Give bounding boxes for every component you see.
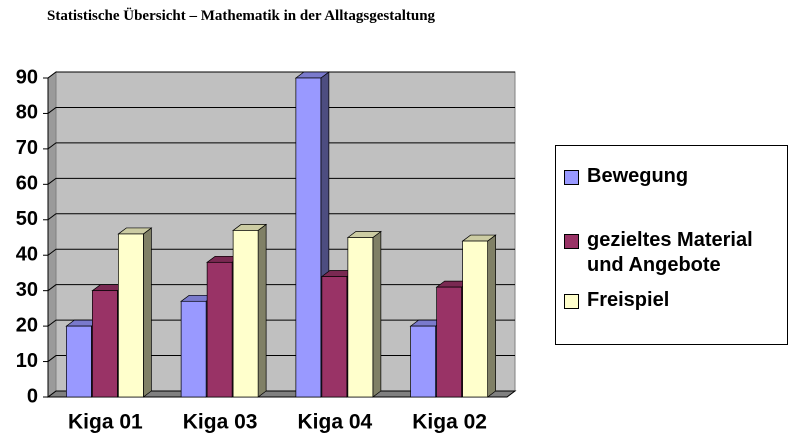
- x-tick-label: Kiga 02: [412, 411, 487, 434]
- y-tick-label: 0: [27, 385, 38, 407]
- y-tick-label: 90: [16, 66, 38, 88]
- bar-front: [321, 276, 348, 398]
- bar-front: [180, 300, 207, 398]
- bar-front: [66, 325, 92, 398]
- legend-swatch: [564, 234, 579, 249]
- bar: [232, 223, 268, 398]
- bar-front: [295, 77, 322, 398]
- bar-side: [143, 227, 152, 398]
- legend: Bewegung gezieltes Material und Angebote F…: [555, 145, 788, 345]
- y-tick-label: 10: [16, 350, 38, 372]
- legend-label: Bewegung: [587, 165, 689, 187]
- bar-side: [257, 223, 267, 398]
- grid-line: [47, 213, 515, 221]
- side-wall: [47, 71, 57, 398]
- bar-front: [206, 261, 233, 398]
- legend-item: Freispiel: [564, 288, 782, 313]
- grid-line: [47, 71, 515, 79]
- bar-side: [487, 234, 496, 398]
- y-tick-label: 70: [16, 137, 38, 159]
- y-tick-label: 80: [16, 102, 38, 124]
- bar-front: [118, 233, 144, 398]
- chart-title: Statistische Übersicht – Mathematik in d…: [47, 8, 436, 24]
- y-tick-label: 40: [16, 244, 38, 266]
- bar-side: [372, 230, 382, 398]
- legend-item: Bewegung: [564, 164, 782, 189]
- x-tick-label: Kiga 01: [68, 411, 143, 434]
- bar: [461, 234, 497, 398]
- legend-item: gezieltes Material und Angebote: [564, 228, 782, 278]
- bar: [117, 227, 153, 398]
- bar: [294, 71, 330, 398]
- legend-swatch: [564, 294, 579, 309]
- y-tick-label: 60: [16, 173, 38, 195]
- x-tick-label: Kiga 04: [298, 411, 373, 434]
- bar: [346, 230, 382, 398]
- grid-line: [47, 177, 515, 185]
- grid-line: [47, 142, 515, 150]
- legend-label: Freispiel: [587, 289, 670, 311]
- bar-front: [347, 237, 374, 398]
- bar-front: [232, 230, 259, 398]
- y-tick-label: 30: [16, 279, 38, 301]
- legend-swatch: [564, 170, 579, 185]
- grid-line: [47, 106, 515, 114]
- bar-front: [436, 286, 462, 398]
- y-tick-label: 20: [16, 314, 38, 336]
- bar-front: [462, 240, 488, 398]
- x-tick-label: Kiga 03: [183, 411, 258, 434]
- bar-front: [410, 325, 436, 398]
- bar-front: [92, 290, 118, 398]
- legend-label: gezieltes Material und Angebote: [587, 229, 753, 276]
- y-tick-label: 50: [16, 208, 38, 230]
